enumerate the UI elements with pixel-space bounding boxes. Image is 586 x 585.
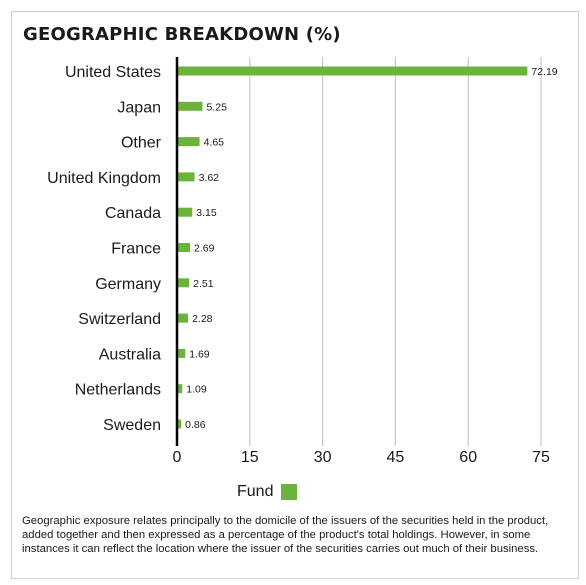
category-label: Switzerland	[78, 311, 161, 328]
x-tick-label: 75	[532, 449, 550, 466]
bar	[177, 101, 203, 111]
legend-swatch	[281, 484, 298, 500]
value-label: 3.15	[196, 207, 217, 219]
bar	[177, 207, 193, 217]
value-label: 2.69	[194, 243, 215, 255]
category-label: France	[111, 241, 161, 258]
value-label: 1.09	[186, 384, 207, 396]
category-label: Sweden	[103, 417, 161, 434]
bar-chart: United States Japan Other United Kingdom Can…	[47, 57, 558, 466]
value-label: 3.62	[199, 172, 220, 184]
value-label: 4.65	[204, 137, 225, 149]
legend: Fund	[237, 483, 298, 501]
category-label: United Kingdom	[47, 170, 161, 187]
bars	[177, 66, 528, 429]
legend-label: Fund	[237, 483, 274, 500]
bar	[177, 66, 528, 76]
grid-lines	[249, 57, 542, 446]
category-label: Germany	[95, 276, 161, 293]
category-label: Canada	[105, 205, 161, 222]
value-label: 1.69	[189, 348, 210, 360]
footnote: Geographic exposure relates principally …	[22, 515, 549, 555]
category-labels: United States Japan Other United Kingdom Can…	[47, 64, 162, 434]
chart-frame	[11, 11, 579, 579]
category-label: Other	[121, 135, 162, 152]
value-labels: 72.19 5.25 4.65 3.62 3.15 2.69 2.51 2.28 1.69 1.0…	[185, 66, 558, 431]
x-tick-label: 60	[459, 449, 477, 466]
category-label: United States	[65, 64, 161, 81]
x-tick-label: 0	[173, 449, 182, 466]
bar	[177, 137, 200, 147]
value-label: 2.28	[192, 313, 213, 325]
value-label: 72.19	[531, 66, 557, 78]
bar	[177, 384, 183, 394]
bar	[177, 313, 189, 323]
x-tick-label: 15	[241, 449, 259, 466]
category-label: Japan	[117, 99, 161, 116]
bar	[177, 243, 191, 252]
chart-title: GEOGRAPHIC BREAKDOWN (%)	[23, 24, 341, 45]
bar	[177, 278, 190, 288]
category-label: Australia	[99, 346, 161, 363]
value-label: 2.51	[193, 278, 214, 290]
bar	[177, 348, 186, 358]
x-tick-labels: 0 15 30 45 60 75	[173, 449, 550, 466]
category-label: Netherlands	[75, 382, 161, 399]
x-tick-label: 45	[387, 449, 405, 466]
x-tick-label: 30	[314, 449, 332, 466]
value-label: 5.25	[206, 101, 227, 113]
bar	[177, 172, 195, 182]
value-label: 0.86	[185, 419, 206, 431]
bar	[177, 419, 182, 429]
